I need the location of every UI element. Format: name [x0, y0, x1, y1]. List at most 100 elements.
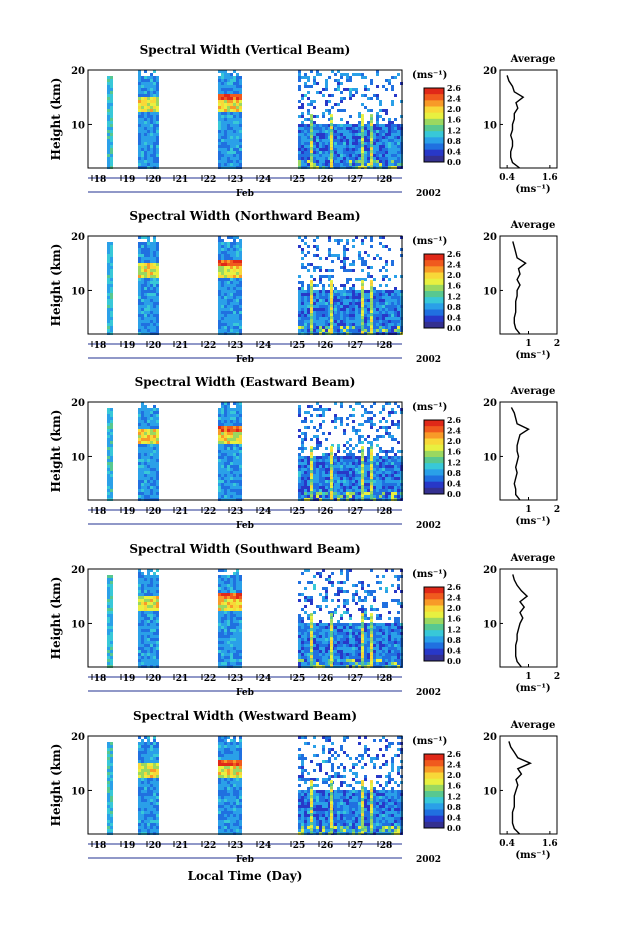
day-tick-label: 23	[231, 341, 244, 351]
heatmap-cell	[355, 236, 358, 239]
heatmap-cell	[227, 596, 230, 599]
heatmap-cell	[307, 76, 310, 79]
heatmap-cell	[107, 593, 110, 596]
heatmap-cell	[373, 305, 376, 308]
heatmap-cell	[156, 94, 159, 97]
heatmap-cell	[110, 112, 113, 115]
heatmap-cell	[373, 326, 376, 329]
heatmap-cell	[224, 281, 227, 284]
heatmap-cell	[343, 429, 346, 432]
heatmap-cell	[110, 245, 113, 248]
heatmap-cell	[319, 148, 322, 151]
heatmap-cell	[316, 145, 319, 148]
heatmap-cell	[110, 608, 113, 611]
heatmap-cell	[346, 133, 349, 136]
heatmap-cell	[367, 450, 370, 453]
heatmap-cell	[141, 82, 144, 85]
heatmap-cell	[141, 411, 144, 414]
heatmap-cell	[144, 127, 147, 130]
heatmap-cell	[337, 88, 340, 91]
heatmap-cell	[313, 483, 316, 486]
heatmap-cell	[337, 623, 340, 626]
heatmap-cell	[153, 151, 156, 154]
colorbar-swatch	[424, 438, 444, 446]
heatmap-cell	[298, 160, 301, 163]
heatmap-cell	[388, 489, 391, 492]
heatmap-cell	[150, 456, 153, 459]
heatmap-cell	[382, 474, 385, 477]
heatmap-cell	[221, 641, 224, 644]
heatmap-cell	[370, 165, 373, 169]
heatmap-cell	[379, 284, 382, 287]
heatmap-cell	[304, 320, 307, 323]
heatmap-cell	[144, 97, 147, 100]
heatmap-cell	[328, 239, 331, 242]
heatmap-cell	[397, 148, 400, 151]
heatmap-cell	[304, 569, 307, 572]
heatmap-cell	[370, 114, 373, 118]
heatmap-cell	[307, 136, 310, 139]
heatmap-cell	[156, 118, 159, 121]
heatmap-cell	[355, 308, 358, 311]
heatmap-cell	[334, 462, 337, 465]
heatmap-cell	[358, 115, 361, 118]
heatmap-cell	[218, 70, 221, 73]
colorbar-tick-label: 0.0	[447, 157, 461, 167]
heatmap-cell	[110, 605, 113, 608]
heatmap-cell	[352, 260, 355, 263]
heatmap-cell	[218, 148, 221, 151]
heatmap-cell	[319, 145, 322, 148]
heatmap-cell	[150, 590, 153, 593]
heatmap-cell	[313, 435, 316, 438]
heatmap-cell	[141, 254, 144, 257]
heatmap-cell	[304, 611, 307, 614]
heatmap-cell	[310, 150, 313, 154]
heatmap-cell	[358, 145, 361, 148]
heatmap-cell	[322, 151, 325, 154]
heatmap-cell	[367, 417, 370, 420]
heatmap-cell	[361, 414, 364, 417]
heatmap-cell	[346, 423, 349, 426]
heatmap-cell	[233, 236, 236, 239]
heatmap-cell	[144, 414, 147, 417]
heatmap-cell	[310, 316, 313, 320]
heatmap-cell	[367, 471, 370, 474]
heatmap-cell	[236, 411, 239, 414]
heatmap-cell	[304, 296, 307, 299]
heatmap-cell	[138, 142, 141, 145]
heatmap-cell	[301, 438, 304, 441]
heatmap-cell	[150, 638, 153, 641]
day-tick-label: 25	[293, 507, 306, 517]
heatmap-cell	[301, 572, 304, 575]
heatmap-cell	[364, 94, 367, 97]
heatmap-cell	[394, 326, 397, 329]
heatmap-cell	[328, 320, 331, 323]
heatmap-cell	[367, 453, 370, 456]
heatmap-cell	[230, 453, 233, 456]
heatmap-cell	[156, 569, 159, 572]
heatmap-cell	[355, 91, 358, 94]
heatmap-cell	[397, 441, 400, 444]
heatmap-cell	[227, 121, 230, 124]
heatmap-cell	[322, 314, 325, 317]
heatmap-cell	[334, 308, 337, 311]
heatmap-cell	[218, 115, 221, 118]
heatmap-cell	[319, 477, 322, 480]
heatmap-cell	[307, 462, 310, 465]
heatmap-cell	[382, 160, 385, 163]
heatmap-cell	[233, 118, 236, 121]
heatmap-cell	[316, 133, 319, 136]
colorbar-tick-label: 0.4	[447, 312, 461, 322]
heatmap-cell	[144, 236, 147, 239]
avg-y-tick-label: 20	[483, 398, 497, 409]
heatmap-cell	[301, 471, 304, 474]
heatmap-cell	[313, 480, 316, 483]
heatmap-cell	[138, 629, 141, 632]
heatmap-cell	[343, 462, 346, 465]
heatmap-cell	[156, 492, 159, 495]
heatmap-cell	[376, 142, 379, 145]
heatmap-cell	[144, 492, 147, 495]
heatmap-cell	[361, 150, 364, 154]
heatmap-cell	[367, 320, 370, 323]
heatmap-cell	[230, 142, 233, 145]
